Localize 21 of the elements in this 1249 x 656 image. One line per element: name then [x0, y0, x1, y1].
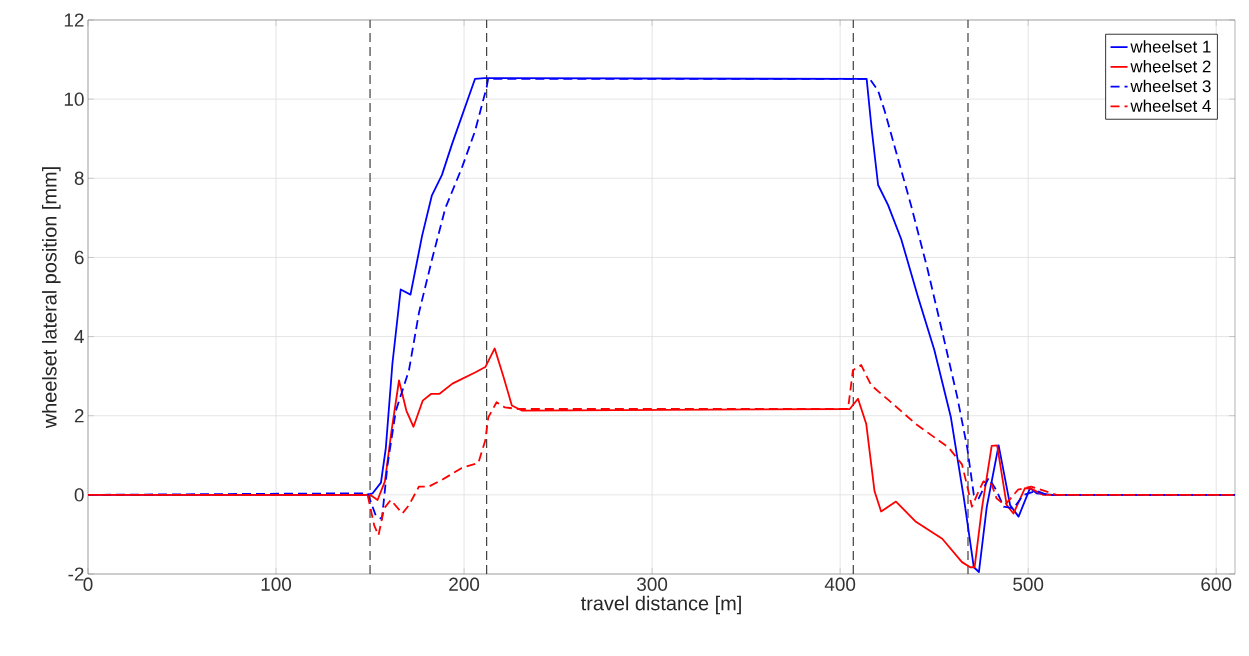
- legend-label: wheelset 2: [1130, 59, 1211, 73]
- x-tick-label: 100: [261, 577, 292, 591]
- y-tick-label: 6: [74, 250, 84, 265]
- legend-label: wheelset 3: [1130, 79, 1211, 93]
- y-tick-label: 4: [74, 330, 84, 344]
- y-tick-label: 2: [74, 409, 84, 423]
- x-tick-label: 0: [83, 577, 93, 591]
- x-tick-label: 600: [1201, 577, 1232, 591]
- x-tick-label: 500: [1013, 577, 1044, 591]
- legend-label: wheelset 1: [1130, 40, 1211, 53]
- x-tick-label: 300: [637, 577, 668, 591]
- y-tick-label: 0: [74, 488, 84, 502]
- y-tick-label: 10: [64, 92, 84, 106]
- x-axis-title: travel distance [m]: [580, 595, 741, 615]
- y-axis-title: wheelset lateral position [mm]: [42, 167, 61, 429]
- y-tick-label: 8: [74, 171, 84, 185]
- y-tick-label: 12: [64, 13, 84, 27]
- x-tick-label: 400: [824, 577, 856, 591]
- x-tick-label: 200: [449, 577, 480, 591]
- legend-label: wheelset 4: [1130, 99, 1211, 112]
- y-tick-label: -2: [68, 567, 84, 581]
